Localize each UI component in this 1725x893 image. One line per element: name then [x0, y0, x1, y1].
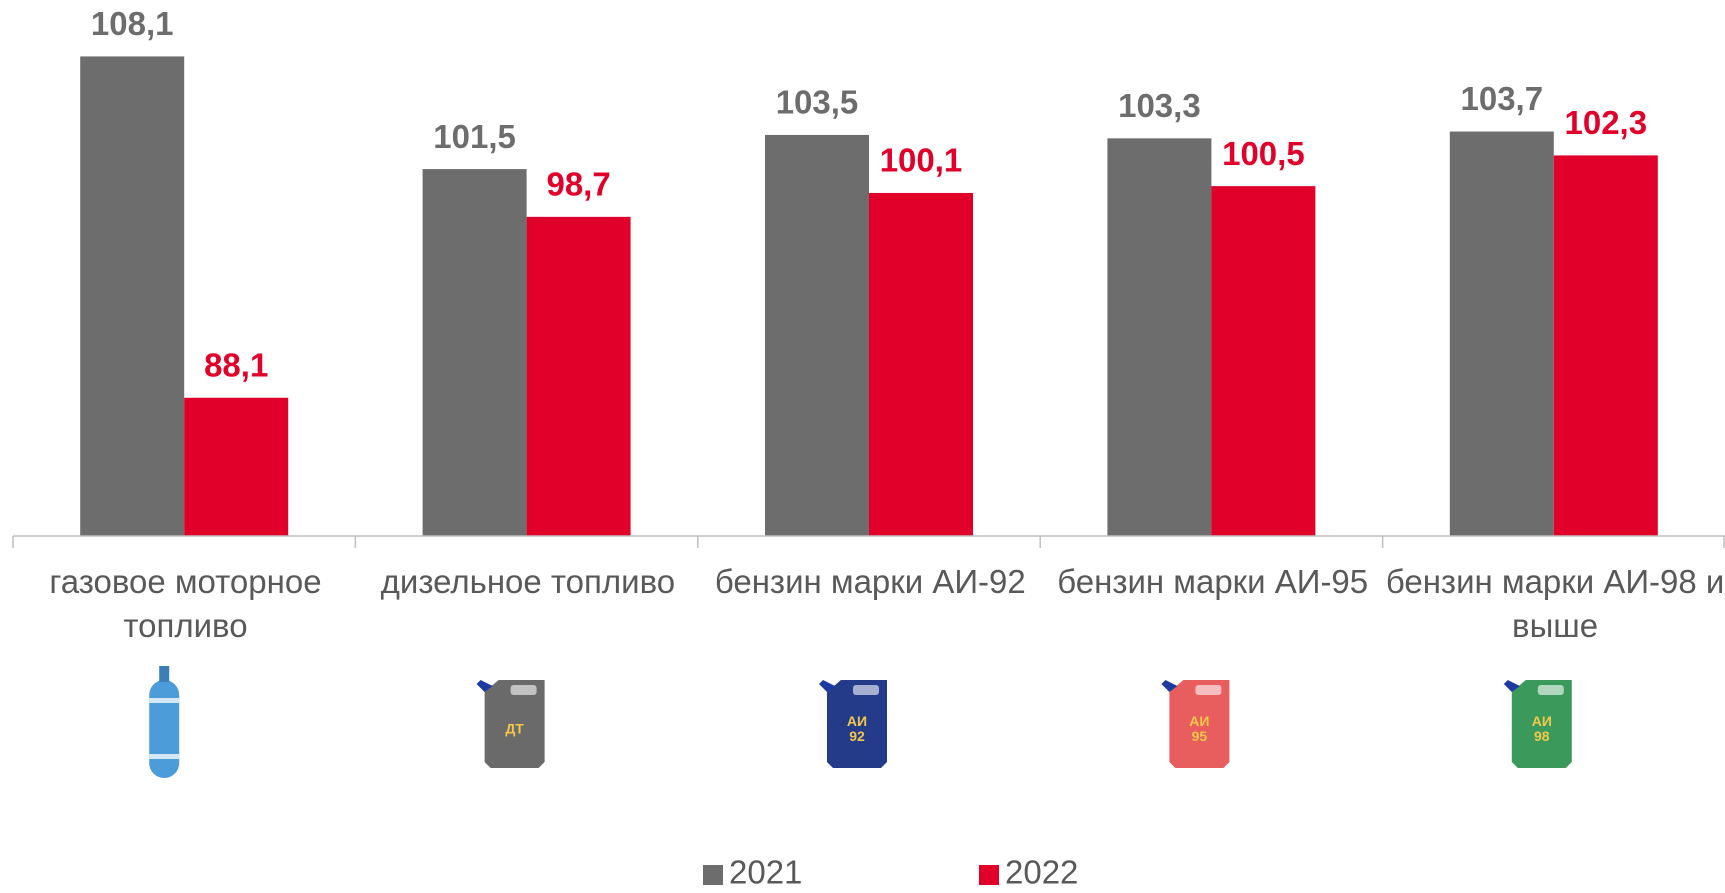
- legend-label: 2022: [1005, 854, 1078, 891]
- bar: [422, 169, 527, 537]
- icon-valve: [159, 666, 170, 682]
- bar: [80, 56, 185, 536]
- icon-canister-body: [827, 680, 887, 768]
- bar: [1553, 155, 1658, 536]
- legend-swatch: [979, 865, 999, 885]
- icon-label: ДТ: [505, 721, 524, 737]
- x-tick-label: бензин марки АИ-98 и выше: [1385, 563, 1725, 644]
- icon-label: АИ: [1189, 713, 1209, 729]
- icon-canister-body: [1169, 680, 1230, 768]
- icon-canister-spout: [819, 680, 835, 692]
- icon-band: [149, 754, 180, 759]
- bar: [1449, 131, 1554, 536]
- value-label: 103,3: [1118, 87, 1201, 124]
- bar: [1211, 186, 1316, 536]
- icon-band: [149, 698, 180, 703]
- icon-canister-spout: [476, 680, 493, 692]
- icon-cylinder: [149, 680, 180, 778]
- value-label: 103,7: [1461, 80, 1544, 117]
- bar: [765, 134, 869, 536]
- icon-canister: ДТ: [476, 680, 545, 768]
- icon-canister-handle: [853, 685, 879, 695]
- value-label: 102,3: [1565, 104, 1648, 141]
- bar: [869, 192, 973, 536]
- icon-canister-spout: [1161, 680, 1178, 692]
- icon-label: АИ: [1532, 713, 1552, 729]
- value-label: 101,5: [433, 118, 516, 155]
- value-label: 98,7: [546, 166, 610, 203]
- bar: [184, 397, 289, 536]
- icon-canister-spout: [1503, 680, 1520, 692]
- icon-canister-body: [484, 680, 545, 768]
- legend-label: 2021: [729, 854, 802, 891]
- x-tick-label: газовое моторное топливо: [49, 563, 322, 644]
- bar: [526, 216, 631, 536]
- x-tick-label: бензин марки АИ-95: [1057, 563, 1369, 600]
- value-label: 88,1: [204, 346, 268, 383]
- icon-label: 92: [849, 728, 865, 744]
- value-label: 100,5: [1222, 135, 1305, 172]
- icon-canister-body: [1511, 680, 1572, 768]
- icon-label: АИ: [847, 713, 867, 729]
- icon-label: 95: [1192, 728, 1208, 744]
- bar: [1107, 138, 1212, 536]
- icon-canister-handle: [1537, 685, 1564, 695]
- value-label: 108,1: [91, 5, 174, 42]
- icon-canister-handle: [1195, 685, 1222, 695]
- icon-label: 98: [1534, 728, 1550, 744]
- x-tick-label: бензин марки АИ-92: [714, 563, 1026, 600]
- legend-swatch: [703, 865, 723, 885]
- value-label: 100,1: [880, 142, 963, 179]
- value-label: 103,5: [776, 84, 859, 121]
- x-tick-label: дизельное топливо: [380, 563, 676, 600]
- icon-canister-handle: [510, 685, 537, 695]
